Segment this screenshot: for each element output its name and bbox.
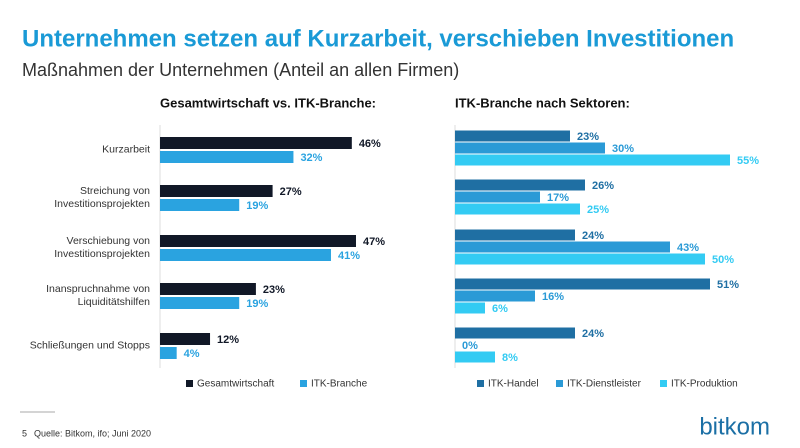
value-label: 30% xyxy=(612,143,634,155)
legend-label: ITK-Produktion xyxy=(671,379,738,390)
legend-swatch xyxy=(556,380,563,387)
bar xyxy=(455,179,585,191)
slide-title: Unternehmen setzen auf Kurzarbeit, versc… xyxy=(22,25,734,52)
bar xyxy=(160,333,211,345)
bar xyxy=(455,290,535,302)
bar xyxy=(160,199,240,211)
bar xyxy=(160,249,331,261)
value-label: 32% xyxy=(300,152,322,164)
legend-swatch xyxy=(660,380,667,387)
bar xyxy=(455,278,710,290)
value-label: 6% xyxy=(492,303,508,315)
value-label: 41% xyxy=(338,250,360,262)
chart-title: ITK-Branche nach Sektoren: xyxy=(455,95,630,110)
bar xyxy=(455,302,485,314)
category-label: Inanspruchnahme von Liquiditätshilfen xyxy=(46,283,150,308)
value-label: 23% xyxy=(577,131,599,143)
bar xyxy=(455,203,580,215)
value-label: 25% xyxy=(587,204,609,216)
legend-swatch xyxy=(186,380,193,387)
value-label: 26% xyxy=(592,180,614,192)
value-label: 50% xyxy=(712,254,734,266)
value-label: 51% xyxy=(717,279,739,291)
value-label: 23% xyxy=(263,284,285,296)
category-label: Kurzarbeit xyxy=(102,143,150,156)
value-label: 16% xyxy=(542,291,564,303)
value-label: 47% xyxy=(363,236,385,248)
value-label: 43% xyxy=(677,242,699,254)
value-label: 27% xyxy=(280,186,302,198)
legend-label: ITK-Branche xyxy=(311,379,368,390)
bar xyxy=(160,283,256,295)
bar xyxy=(160,137,352,149)
legend-swatch xyxy=(477,380,484,387)
value-label: 24% xyxy=(582,328,604,340)
bar xyxy=(160,235,356,247)
legend-label: Gesamtwirtschaft xyxy=(197,379,274,390)
bar xyxy=(455,130,570,142)
legend-label: ITK-Handel xyxy=(488,379,539,390)
source: Quelle: Bitkom, ifo; Juni 2020 xyxy=(34,428,151,438)
value-label: 17% xyxy=(547,192,569,204)
category-label: Schließungen und Stopps xyxy=(29,339,150,352)
legend-label: ITK-Dienstleister xyxy=(567,379,642,390)
legend-swatch xyxy=(300,380,307,387)
bar xyxy=(455,154,730,166)
bar xyxy=(455,241,670,253)
value-label: 46% xyxy=(359,138,381,150)
bar xyxy=(455,351,495,363)
logo: bitkom xyxy=(699,413,770,440)
value-label: 8% xyxy=(502,352,518,364)
value-label: 0% xyxy=(462,340,478,352)
chart-title: Gesamtwirtschaft vs. ITK-Branche: xyxy=(160,95,376,110)
category-label: Verschiebung von Investitionsprojekten xyxy=(54,235,150,260)
bar xyxy=(160,185,273,197)
bar xyxy=(160,151,294,163)
bar xyxy=(455,142,605,154)
bar xyxy=(455,327,575,339)
value-label: 19% xyxy=(246,298,268,310)
category-label: Streichung von Investitionsprojekten xyxy=(54,185,150,210)
bar xyxy=(455,229,575,241)
value-label: 12% xyxy=(217,334,239,346)
value-label: 55% xyxy=(737,155,759,167)
bar xyxy=(160,347,177,359)
value-label: 4% xyxy=(184,348,200,360)
bar xyxy=(455,253,705,265)
page-number: 5 xyxy=(22,428,27,438)
bar xyxy=(455,191,540,203)
value-label: 19% xyxy=(246,200,268,212)
slide-subtitle: Maßnahmen der Unternehmen (Anteil an all… xyxy=(22,60,459,80)
bar xyxy=(160,297,240,309)
value-label: 24% xyxy=(582,230,604,242)
